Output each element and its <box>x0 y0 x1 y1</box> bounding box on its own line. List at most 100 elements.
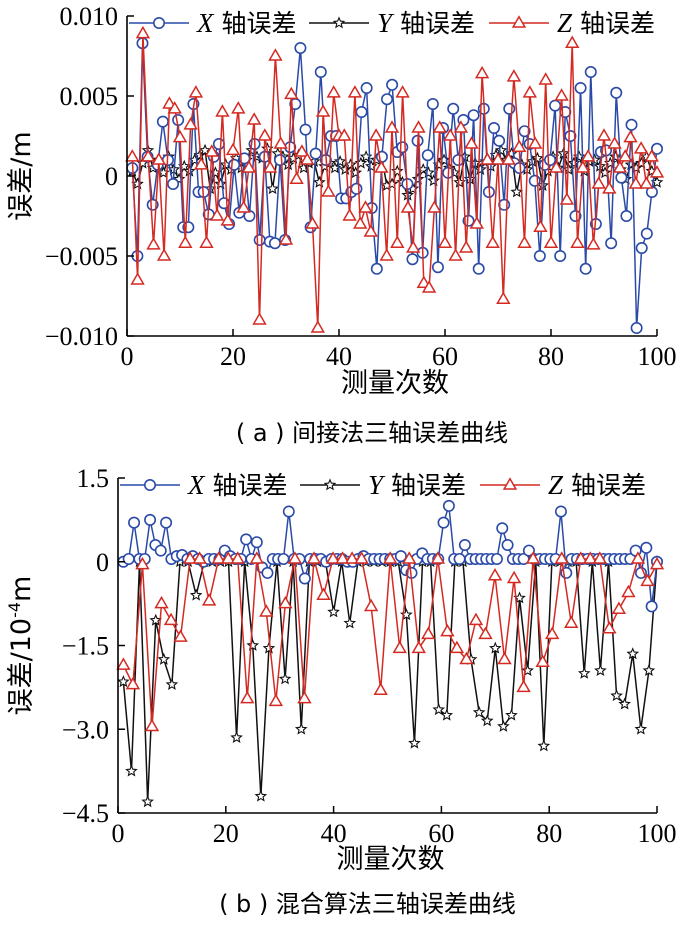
panel-a: 0 20 40 60 80 100 −0.010 −0.005 0 0.005 0.010 测量次数 误… <box>6 2 677 447</box>
data-point-z <box>368 128 384 141</box>
legend-label: Z 轴误差 <box>548 470 646 500</box>
legend-marker <box>332 16 346 29</box>
y-axis-label: 误差/10-4m <box>5 576 37 716</box>
data-point-z <box>554 551 569 564</box>
data-point-z <box>490 152 506 165</box>
legend-item-z: Z 轴误差 <box>489 8 655 38</box>
data-point-z <box>342 208 357 221</box>
data-point-y <box>422 166 435 179</box>
x-tick-label: 80 <box>538 342 564 371</box>
data-point-z <box>449 640 465 654</box>
data-point-z <box>623 129 638 143</box>
data-point-x <box>144 513 157 526</box>
x-tick-label: 40 <box>326 342 352 371</box>
data-point-x <box>421 149 434 162</box>
data-point-z <box>211 551 226 564</box>
data-point-z <box>501 152 516 165</box>
data-point-x <box>610 86 623 99</box>
data-point-y <box>125 764 138 777</box>
data-point-z <box>468 612 484 626</box>
data-point-y <box>494 143 508 156</box>
legend-label-axis: Z <box>557 8 573 38</box>
data-point-z <box>220 213 235 226</box>
data-point-x <box>549 99 562 112</box>
data-point-z <box>630 551 646 564</box>
data-point-y <box>497 719 510 732</box>
data-point-z <box>383 551 398 564</box>
series-y <box>117 555 664 808</box>
figure-caption: ( b ) 混合算法三轴误差曲线 <box>219 890 516 918</box>
data-point-z <box>522 85 537 98</box>
data-point-z <box>596 128 612 141</box>
data-point-x <box>640 541 653 554</box>
data-point-y <box>618 697 631 710</box>
data-point-y <box>157 652 171 665</box>
data-point-z <box>512 139 527 152</box>
data-point-z <box>141 149 156 162</box>
legend: X 轴误差 Y 轴误差 Z 轴误差 <box>129 8 655 38</box>
data-point-y <box>505 708 518 721</box>
data-point-z <box>215 104 230 117</box>
data-point-y <box>609 150 622 163</box>
data-point-y <box>634 722 648 735</box>
data-point-z <box>487 568 503 581</box>
y-tick-label: −1.5 <box>62 632 109 661</box>
data-point-z <box>374 160 389 173</box>
data-point-z <box>432 120 447 133</box>
data-point-y <box>183 164 196 177</box>
data-point-z <box>305 216 320 229</box>
data-point-x <box>431 261 444 274</box>
y-tick-label: −4.5 <box>62 799 109 828</box>
data-point-z <box>135 25 151 39</box>
data-point-y <box>141 795 154 808</box>
data-point-z <box>559 192 575 205</box>
data-point-x <box>442 499 455 512</box>
data-point-z <box>144 718 160 732</box>
data-point-x <box>250 536 263 549</box>
data-point-z <box>373 682 388 695</box>
data-point-x <box>496 522 509 535</box>
legend-label: X 轴误差 <box>196 8 296 38</box>
data-point-z <box>337 128 352 141</box>
data-point-z <box>154 595 169 609</box>
legend-item-x: X 轴误差 <box>129 8 296 38</box>
x-tick-label: 100 <box>638 342 677 371</box>
data-point-x <box>453 552 466 565</box>
data-point-x <box>518 125 531 138</box>
data-point-z <box>130 272 145 285</box>
data-point-x <box>212 138 225 151</box>
data-point-x <box>309 147 322 160</box>
legend-label-axis: X <box>196 8 215 38</box>
data-point-y <box>510 185 524 198</box>
data-point-z <box>278 232 294 245</box>
data-point-y <box>642 663 656 676</box>
data-point-z <box>278 595 293 609</box>
y-tick-label: −0.005 <box>45 242 118 271</box>
legend-label-axis: X <box>187 470 206 500</box>
data-point-z <box>249 551 264 564</box>
data-point-z <box>321 184 336 197</box>
data-point-x <box>160 516 173 529</box>
data-point-y <box>313 175 326 188</box>
series-line-z <box>131 32 658 329</box>
data-point-z <box>201 593 217 606</box>
data-point-x <box>458 538 471 551</box>
data-point-z <box>173 629 188 642</box>
data-point-z <box>156 248 172 261</box>
x-tick-label: 80 <box>536 819 562 848</box>
data-point-z <box>459 651 474 665</box>
x-tick-label: 60 <box>432 342 458 371</box>
data-point-x <box>228 158 241 171</box>
data-point-z <box>586 237 601 250</box>
data-point-z <box>628 176 643 189</box>
data-point-z <box>395 85 410 98</box>
data-point-y <box>294 722 308 735</box>
data-point-z <box>453 120 469 133</box>
data-point-z <box>204 144 219 157</box>
data-point-x <box>650 142 663 155</box>
data-point-z <box>485 235 500 248</box>
data-point-x <box>554 505 567 518</box>
data-point-z <box>182 551 198 564</box>
legend-label-text: 轴误差 <box>572 9 655 38</box>
data-point-z <box>421 626 436 640</box>
